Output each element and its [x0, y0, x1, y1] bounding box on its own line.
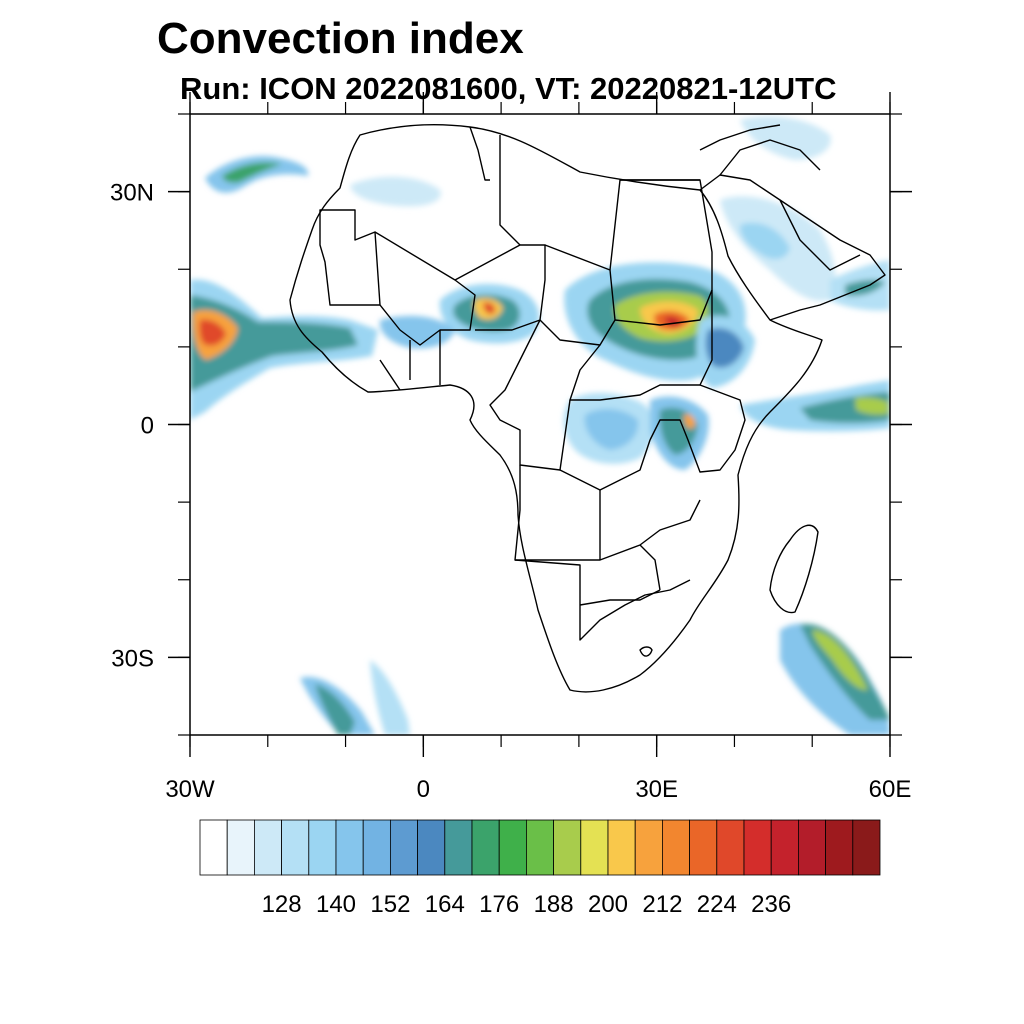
colorbar-label: 164	[425, 891, 465, 918]
border	[489, 319, 571, 471]
colorbar-label: 128	[262, 891, 302, 918]
border	[539, 244, 616, 346]
colorbar-swatch	[716, 819, 745, 876]
border	[469, 126, 490, 181]
border	[639, 544, 661, 591]
x-tick-label: 30W	[165, 776, 215, 803]
colorbar-label: 236	[751, 891, 791, 918]
colorbar-swatch	[444, 819, 473, 876]
border	[699, 124, 781, 151]
border	[379, 330, 441, 391]
x-tick-label: 30E	[635, 776, 678, 803]
africa-coastline	[289, 123, 823, 693]
x-tick-label: 0	[417, 776, 430, 803]
colorbar-label: 176	[479, 891, 519, 918]
y-tick-label: 30N	[110, 180, 154, 207]
colorbar-swatch	[417, 819, 446, 876]
border	[514, 559, 691, 641]
colorbar-label: 224	[697, 891, 737, 918]
colorbar-label: 152	[370, 891, 410, 918]
colorbar-swatch	[362, 819, 391, 876]
colorbar-swatch	[825, 819, 854, 876]
convection-area-canary	[205, 156, 309, 193]
map-title: Convection index	[157, 14, 524, 63]
colorbar-swatch	[389, 819, 418, 876]
colorbar-swatch	[553, 819, 582, 876]
colorbar-swatch	[770, 819, 799, 876]
colorbar-swatch	[580, 819, 609, 876]
convection-area-mediterranean	[740, 116, 831, 160]
colorbar-label: 212	[642, 891, 682, 918]
convection-area-atlantic-max	[199, 319, 226, 346]
axes: 30W 0 30E 60E 30N 0 30S	[110, 92, 912, 803]
colorbar-swatch	[607, 819, 636, 876]
colorbar-label: 188	[534, 891, 574, 918]
colorbar-swatch	[852, 819, 881, 876]
map-subtitle: Run: ICON 2022081600, VT: 20220821-12UTC	[180, 71, 837, 106]
colorbar-swatch	[199, 819, 228, 876]
colorbar-swatch	[798, 819, 827, 876]
colorbar: 128 140 152 164 176 188 200 212 224 236	[199, 819, 881, 918]
colorbar-swatch	[498, 819, 527, 876]
border	[374, 231, 476, 346]
border	[559, 439, 651, 491]
colorbar-swatch	[226, 819, 255, 876]
colorbar-swatch	[662, 819, 691, 876]
colorbar-swatch	[526, 819, 555, 876]
colorbar-swatch	[253, 819, 282, 876]
border	[639, 646, 653, 657]
coastlines-borders	[289, 123, 886, 693]
colorbar-swatch	[634, 819, 663, 876]
convection-field	[190, 116, 890, 735]
y-tick-label: 30S	[111, 645, 154, 672]
border	[649, 384, 746, 473]
colorbar-label: 200	[588, 891, 628, 918]
border	[779, 199, 861, 271]
colorbar-swatch	[281, 819, 310, 876]
border	[579, 589, 661, 606]
border	[499, 135, 521, 246]
colorbar-swatch	[689, 819, 718, 876]
colorbar-swatch	[335, 819, 364, 876]
border	[569, 290, 713, 401]
x-tick-label: 60E	[869, 776, 912, 803]
colorbar-swatch	[743, 819, 772, 876]
colorbar-swatch	[471, 819, 500, 876]
border	[699, 174, 886, 321]
border	[319, 209, 381, 306]
convection-area-atlantic-core	[190, 295, 358, 392]
colorbar-swatch	[308, 819, 337, 876]
border	[719, 139, 821, 176]
border	[514, 465, 701, 561]
colorbar-label: 140	[316, 891, 356, 918]
madagascar	[769, 524, 819, 614]
y-tick-label: 0	[141, 413, 154, 440]
